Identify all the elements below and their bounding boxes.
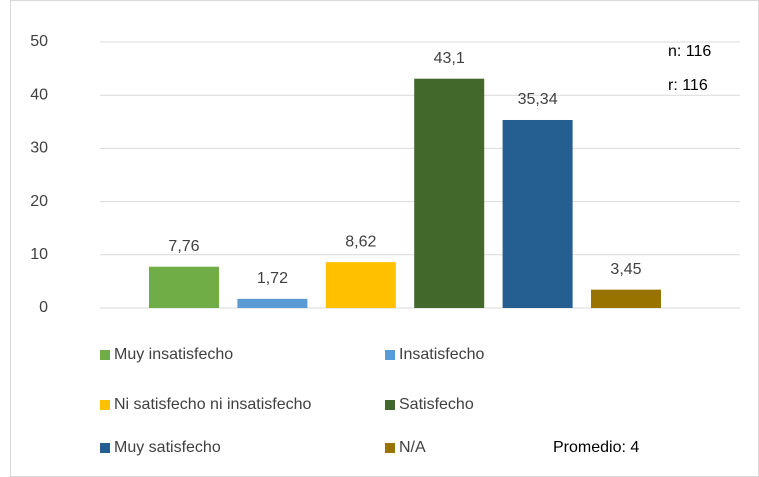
annotation: n: 116	[668, 43, 711, 60]
legend-swatch	[100, 350, 110, 360]
bar	[325, 262, 396, 308]
data-label: 43,1	[434, 50, 465, 67]
bar	[502, 119, 573, 308]
legend-label: Satisfecho	[399, 396, 474, 413]
legend-label: Ni satisfecho ni insatisfecho	[114, 396, 312, 413]
legend-label: N/A	[399, 439, 426, 456]
bar	[591, 289, 661, 308]
y-tick-label: 0	[39, 299, 48, 316]
legend-swatch	[100, 443, 110, 453]
data-label: 35,34	[518, 91, 558, 108]
annotation: Promedio: 4	[553, 439, 639, 456]
legend-swatch	[100, 400, 110, 410]
legend-swatch	[385, 400, 395, 410]
legend-label: Insatisfecho	[399, 346, 484, 363]
bar	[237, 298, 308, 308]
y-tick-label: 40	[30, 86, 48, 103]
y-tick-label: 20	[30, 193, 48, 210]
legend-label: Muy insatisfecho	[114, 346, 233, 363]
data-label: 7,76	[168, 238, 199, 255]
data-label: 1,72	[257, 270, 288, 287]
bar	[149, 266, 219, 308]
chart-border	[10, 0, 759, 477]
y-tick-label: 30	[30, 140, 48, 157]
data-label: 3,45	[610, 261, 641, 278]
annotation: r: 116	[668, 77, 708, 94]
legend-swatch	[385, 350, 395, 360]
y-tick-label: 50	[30, 33, 48, 50]
legend-swatch	[385, 443, 395, 453]
bar	[414, 78, 485, 308]
legend-label: Muy satisfecho	[114, 439, 221, 456]
data-label: 8,62	[345, 233, 376, 250]
y-tick-label: 10	[30, 246, 48, 263]
